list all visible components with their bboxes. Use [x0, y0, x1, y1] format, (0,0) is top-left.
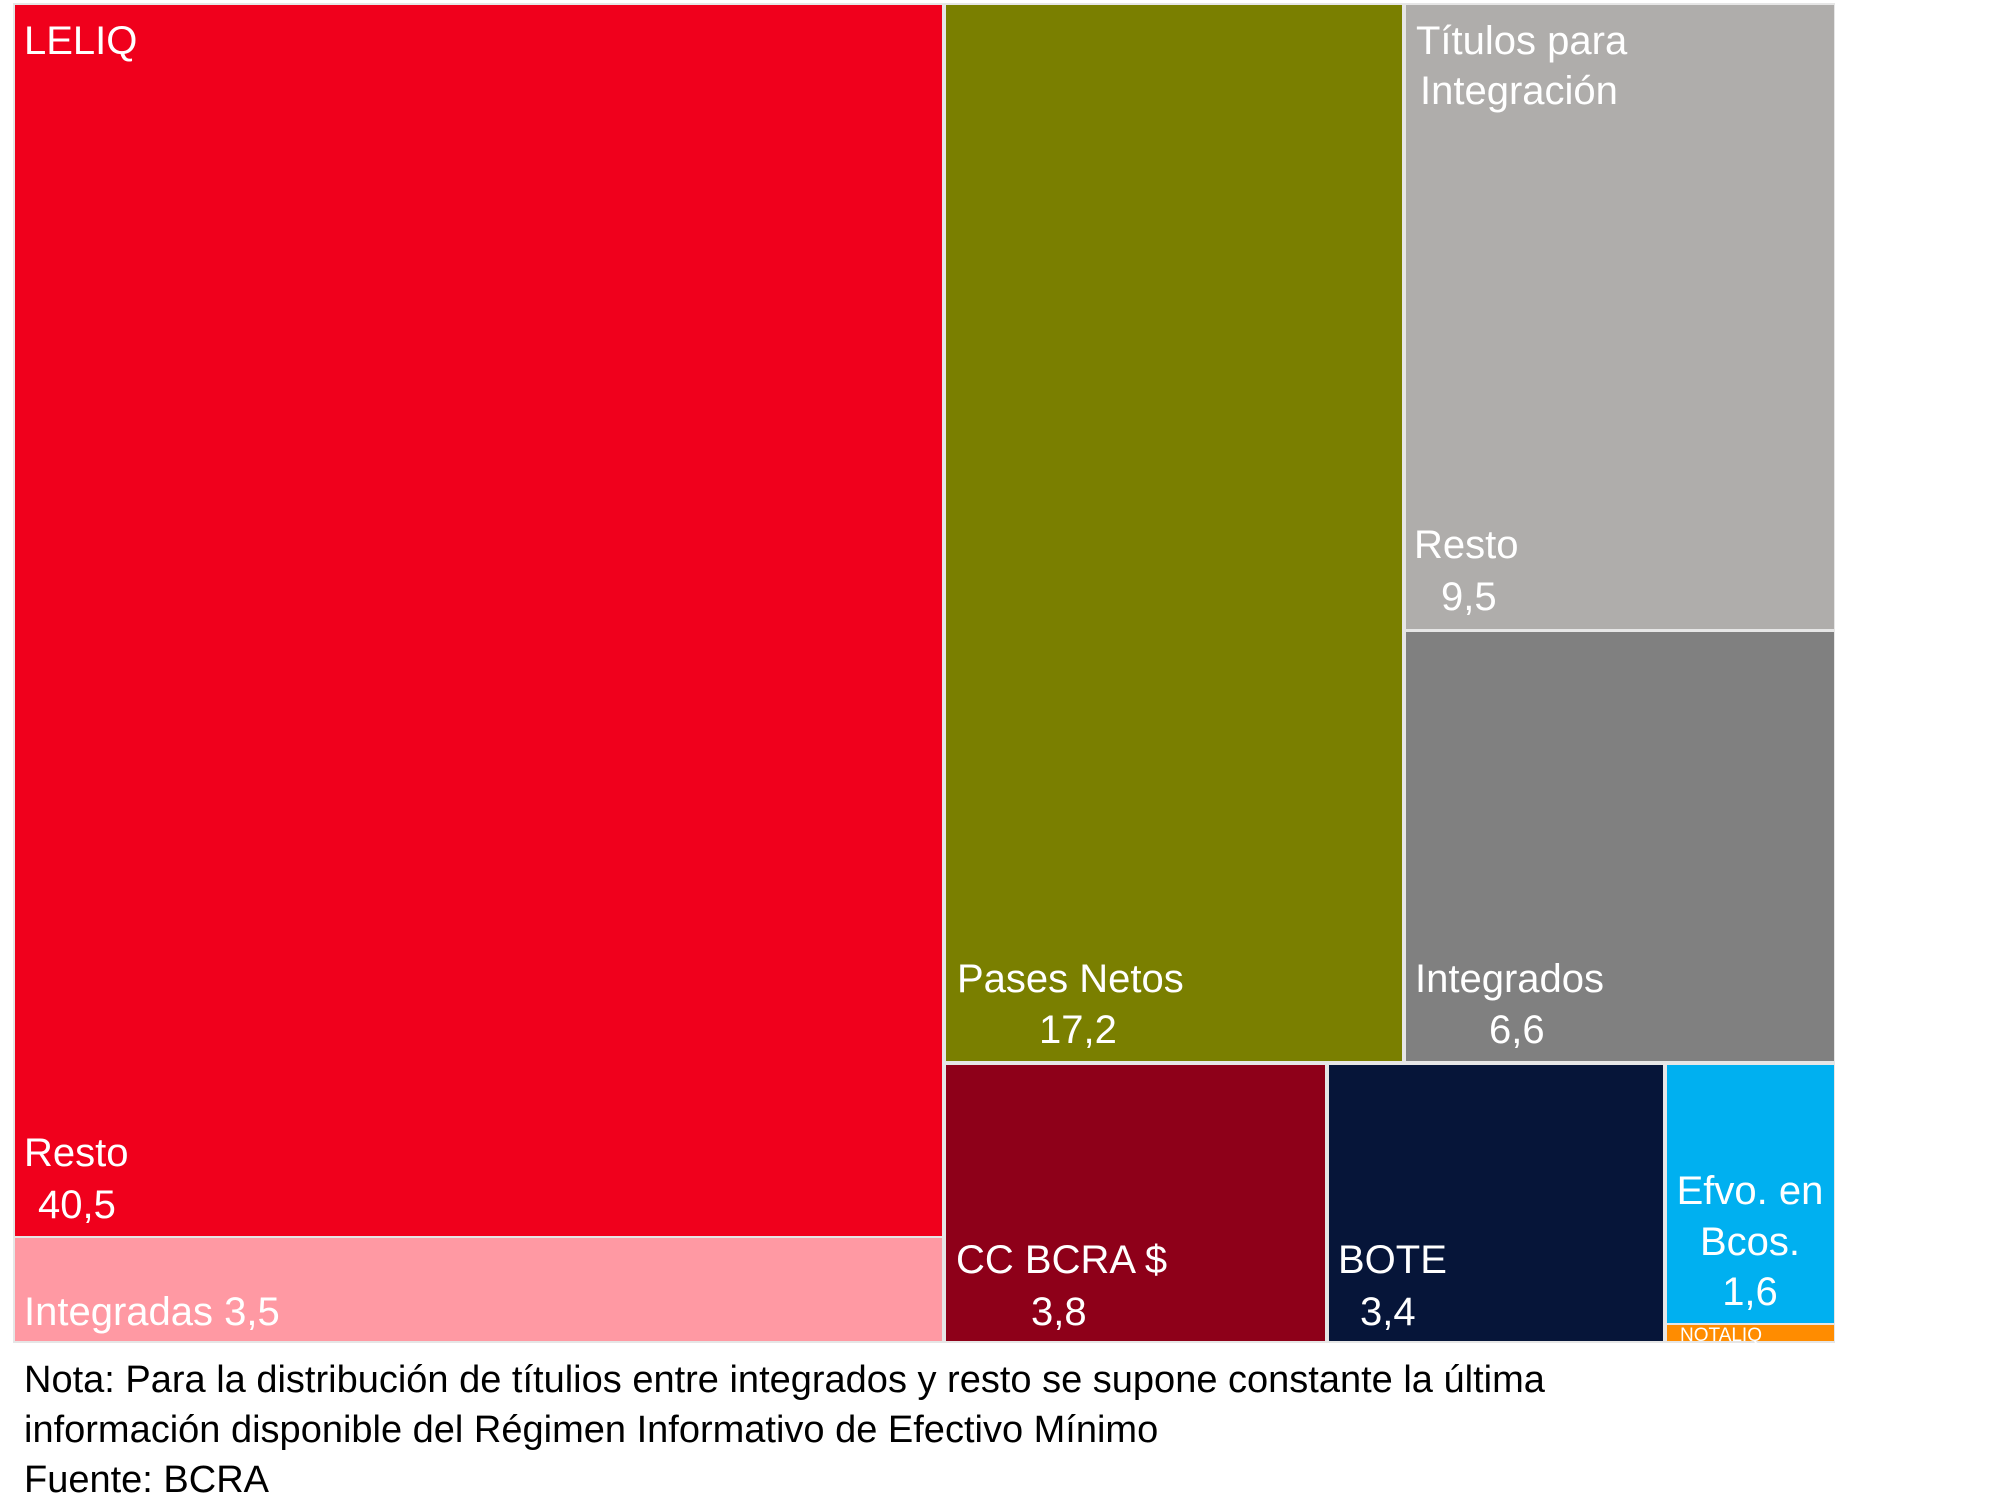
- efvo-name-line2: Bcos.: [1700, 1220, 1800, 1264]
- chart-notes: Nota: Para la distribución de títulios e…: [24, 1355, 1545, 1505]
- bote-value: 3,4: [1360, 1290, 1416, 1334]
- notaliq-label: NOTALIQ: [1680, 1325, 1762, 1346]
- leliq-integradas-label: Integradas 3,5: [24, 1290, 280, 1334]
- source-line: Fuente: BCRA: [24, 1459, 269, 1501]
- tile-cc-bcra: [946, 1065, 1325, 1341]
- pases-netos-value: 17,2: [1039, 1008, 1117, 1052]
- tile-leliq-integradas: [15, 1238, 942, 1341]
- pases-netos-name: Pases Netos: [957, 957, 1184, 1001]
- cc-bcra-name: CC BCRA $: [956, 1238, 1167, 1282]
- tile-efvo-bcos: [1667, 1065, 1834, 1323]
- cc-bcra-value: 3,8: [1031, 1290, 1087, 1334]
- titulos-resto-name: Resto: [1414, 523, 1519, 567]
- efvo-value: 1,6: [1722, 1270, 1778, 1314]
- integrados-value: 6,6: [1489, 1008, 1545, 1052]
- bote-name: BOTE: [1338, 1238, 1447, 1282]
- leliq-group-label: LELIQ: [24, 19, 137, 63]
- note-line-1: Nota: Para la distribución de títulios e…: [24, 1359, 1545, 1401]
- titulos-group-label-line2: Integración: [1420, 69, 1618, 113]
- tile-titulos-integrados: [1406, 632, 1834, 1061]
- integrados-name: Integrados: [1415, 957, 1604, 1001]
- note-line-2: información disponible del Régimen Infor…: [24, 1409, 1159, 1451]
- tile-pases-netos: [946, 5, 1402, 1061]
- tile-titulos-resto: [1406, 5, 1834, 629]
- tile-bote: [1329, 1065, 1663, 1341]
- efvo-name-line1: Efvo. en: [1677, 1169, 1824, 1213]
- leliq-resto-name: Resto: [24, 1131, 129, 1175]
- tile-leliq-resto: [15, 5, 942, 1236]
- titulos-group-label-line1: Títulos para: [1416, 19, 1628, 63]
- tile-notaliq: [1667, 1325, 1834, 1341]
- leliq-resto-value: 40,5: [38, 1183, 116, 1227]
- titulos-resto-value: 9,5: [1441, 575, 1497, 619]
- treemap-chart: LELIQ Resto 40,5 Integradas 3,5 Pases Ne…: [13, 3, 1835, 1346]
